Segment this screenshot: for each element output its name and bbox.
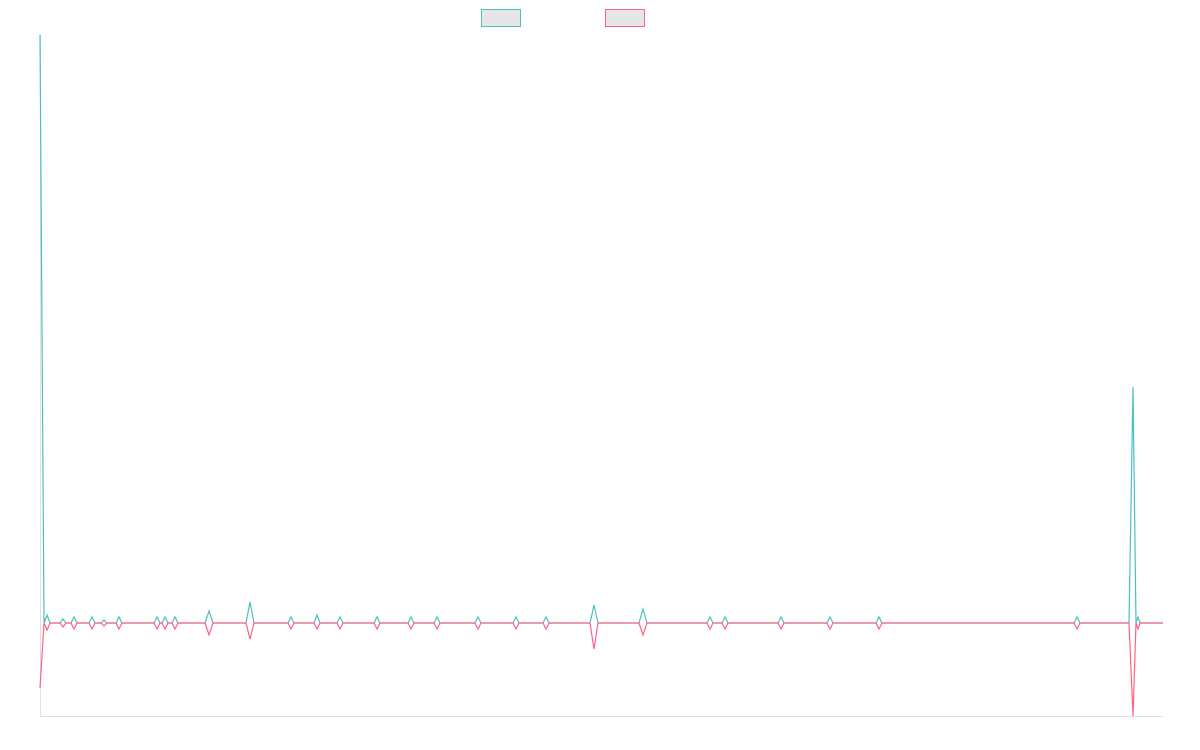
series-line <box>39 34 1163 624</box>
legend-swatch[interactable] <box>481 9 521 27</box>
series-line <box>39 622 1163 717</box>
legend-swatch[interactable] <box>605 9 645 27</box>
legend <box>481 9 645 27</box>
plot-area <box>39 34 1163 717</box>
